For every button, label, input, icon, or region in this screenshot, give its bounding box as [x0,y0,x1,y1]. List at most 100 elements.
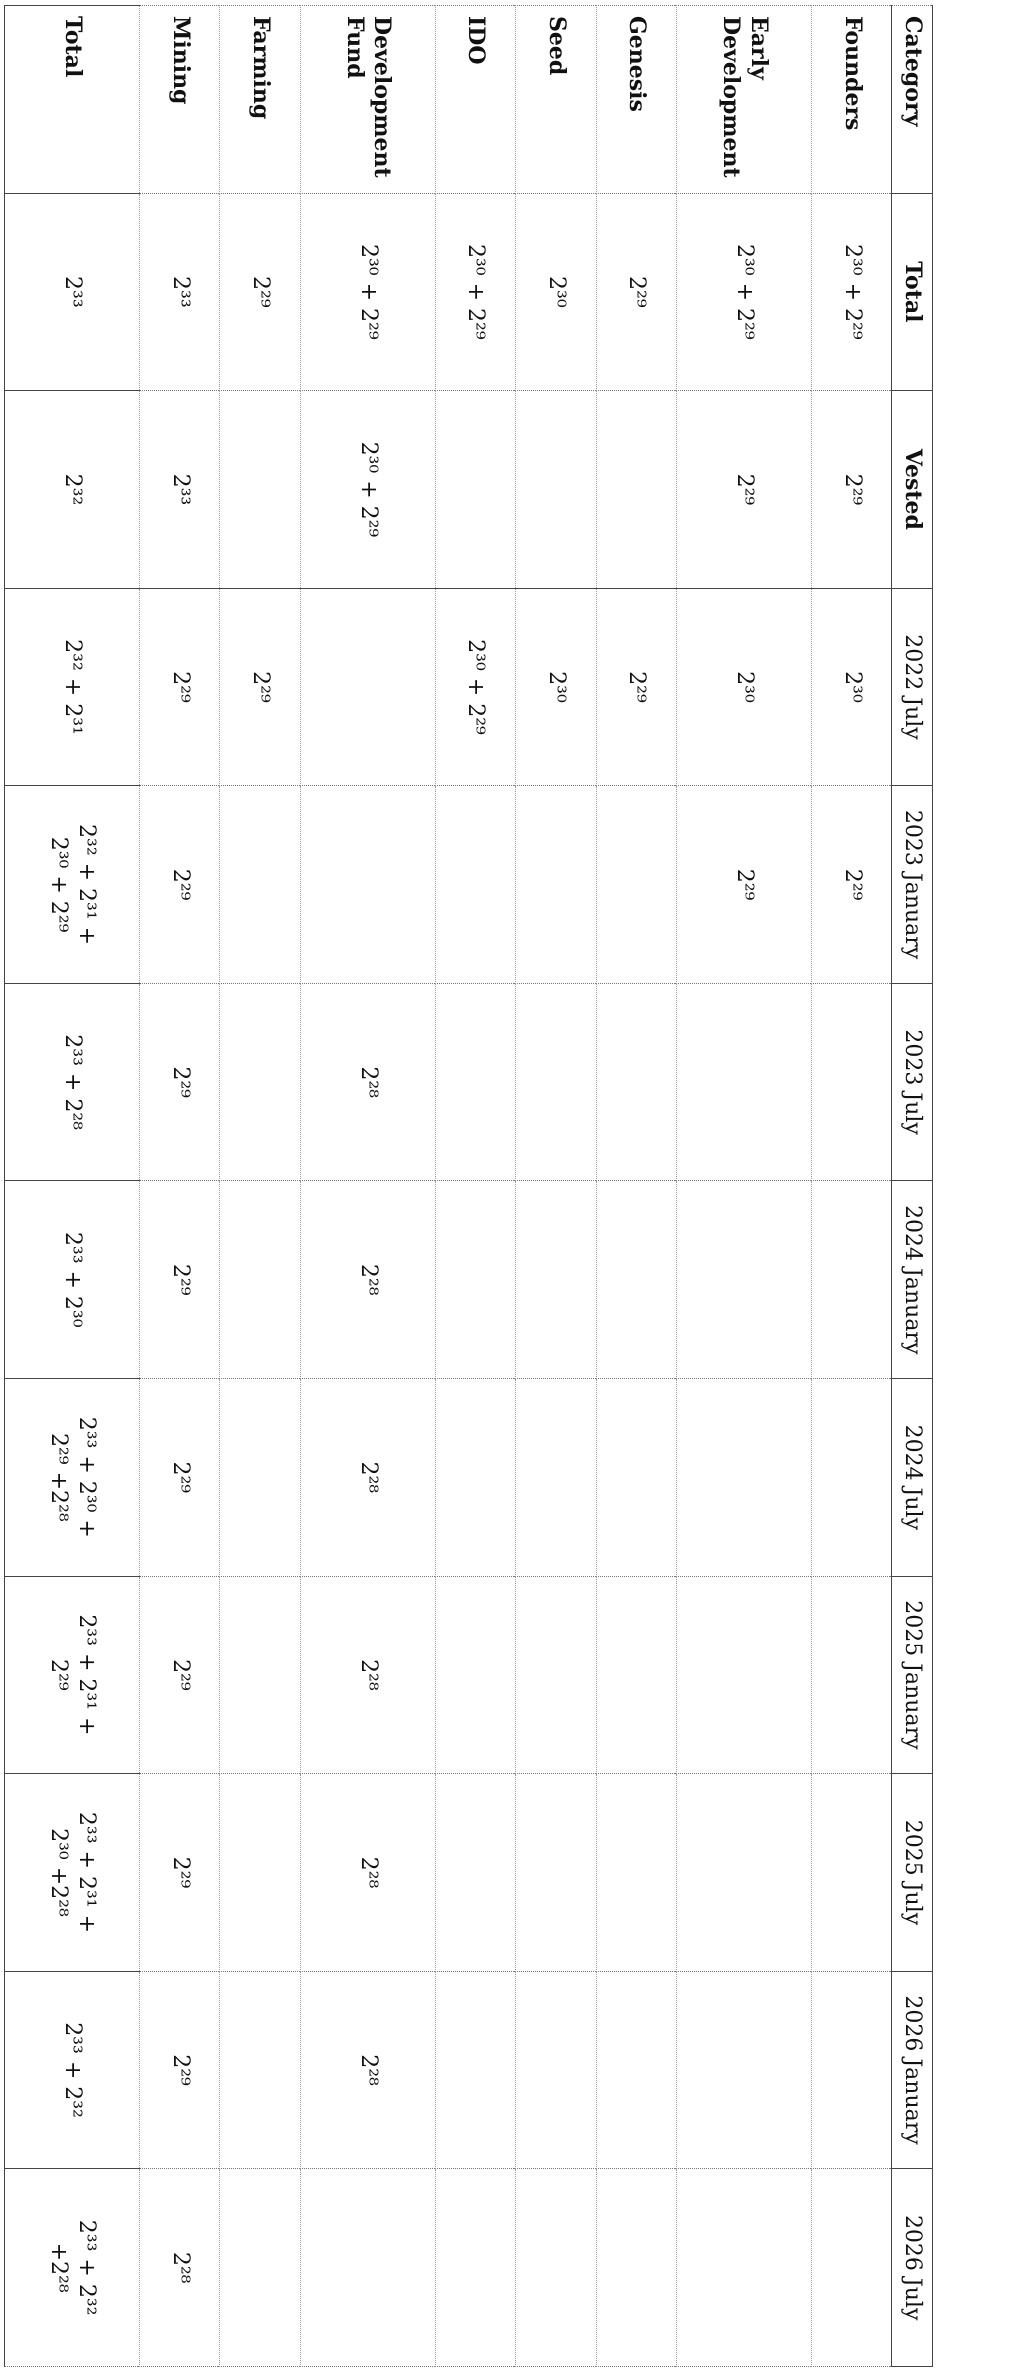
cell-value: 2³² + 2³¹ [59,639,85,735]
vesting-schedule-table: Category Total Vested 2022 July 2023 Jan… [4,5,933,2367]
cell-total: 2³⁰ + 2²⁹ [676,193,812,391]
cell-period [811,1971,892,2169]
cell-period [515,785,597,984]
cell-value: 2²⁹ [167,2054,193,2086]
cell-period [435,1180,516,1379]
cell-period [811,1773,892,1972]
cell-period: 2³² + 2³¹ + 2³⁰ + 2²⁹ [4,785,140,984]
cell-value: 2³⁰ + 2²⁹ [355,441,381,538]
table-row: Genesis 2²⁹ 2²⁹ [596,5,677,2367]
cell-period: 2²⁸ [300,1773,436,1972]
cell-total: 2³³ [139,193,220,391]
cell-period: 2²⁹ [596,588,677,786]
cell-period [300,2168,436,2367]
cell-period [435,983,516,1181]
cell-value: 2³³ + 2³⁰ + 2²⁹ +2²⁸ [46,1416,99,1538]
cell-value: 2³⁰ [839,671,865,703]
cell-period [515,1773,597,1972]
cell-vested: 2²⁹ [811,390,892,589]
cell-total: 2²⁹ [219,193,301,391]
cell-period [596,1576,677,1774]
cell-value: 2²⁹ [624,671,650,703]
row-category-label: Mining [139,5,220,194]
cell-period [219,1378,301,1577]
table-row: Founders 2³⁰ + 2²⁹ 2²⁹ 2³⁰ 2²⁹ [811,5,892,2367]
cell-period [515,983,597,1181]
cell-period [515,2168,597,2367]
table-row: IDO 2³⁰ + 2²⁹ 2³⁰ + 2²⁹ [435,5,516,2367]
cell-total: 2³³ [4,193,140,391]
cell-value: 2²⁸ [355,1263,381,1296]
cell-vested [435,390,516,589]
cell-value: 2²⁸ [355,1461,381,1494]
cell-period [596,1180,677,1379]
cell-value: 2³³ + 2³¹ + 2²⁹ [46,1614,99,1736]
cell-period [676,1180,812,1379]
cell-period [596,983,677,1181]
cell-period: 2³³ + 2²⁸ [4,983,140,1181]
column-header-period: 2023 January [892,785,933,984]
cell-period [676,2168,812,2367]
cell-period [515,1180,597,1379]
column-header-total: Total [892,193,933,391]
table-row: Farming 2²⁹ 2²⁹ [219,5,301,2367]
cell-value: 2²⁹ [731,868,757,901]
row-category-label: Founders [811,5,892,194]
cell-period: 2²⁹ [139,1971,220,2169]
cell-period [515,1971,597,2169]
column-header-vested: Vested [892,390,933,589]
table-row: Early Development 2³⁰ + 2²⁹ 2²⁹ 2³⁰ 2²⁹ [676,5,812,2367]
cell-period: 2²⁸ [139,2168,220,2367]
cell-value: 2³⁰ [731,671,757,703]
cell-period: 2²⁹ [139,983,220,1181]
cell-period: 2²⁸ [300,1576,436,1774]
column-header-period: 2024 July [892,1378,933,1577]
cell-value: 2³⁰ [543,276,569,308]
cell-period: 2³³ + 2³² +2²⁸ [4,2168,140,2367]
cell-period [219,785,301,984]
cell-value: 2²⁹ [247,276,273,308]
cell-period [676,1971,812,2169]
cell-period [219,1773,301,1972]
cell-period: 2²⁹ [139,1180,220,1379]
cell-value: 2²⁹ [167,1066,193,1098]
cell-value: 2³⁰ [543,671,569,703]
cell-value: 2²⁹ [839,868,865,901]
cell-period [219,1971,301,2169]
cell-period: 2³³ + 2³⁰ [4,1180,140,1379]
row-category-label: Farming [219,5,301,194]
cell-value: 2³² [59,473,85,506]
cell-value: 2³³ + 2²⁸ [59,1034,85,1130]
cell-total: 2³⁰ + 2²⁹ [300,193,436,391]
cell-period: 2³³ + 2³² [4,1971,140,2169]
cell-period [811,1576,892,1774]
cell-period: 2³² + 2³¹ [4,588,140,786]
row-category-label: Genesis [596,5,677,194]
cell-period [300,588,436,786]
cell-vested: 2²⁹ [676,390,812,589]
cell-value: 2²⁸ [355,2054,381,2086]
column-header-period: 2023 July [892,983,933,1181]
column-header-period: 2025 January [892,1576,933,1774]
cell-period [811,983,892,1181]
cell-vested: 2³² [4,390,140,589]
cell-period: 2³³ + 2³¹ + 2²⁹ [4,1576,140,1774]
cell-period: 2²⁹ [139,1773,220,1972]
cell-value: 2³⁰ + 2²⁹ [463,243,489,340]
cell-value: 2³³ [59,276,85,308]
cell-value: 2²⁹ [167,1659,193,1691]
cell-period [596,1971,677,2169]
cell-period [676,1378,812,1577]
cell-value: 2²⁸ [355,1066,381,1098]
cell-period: 2²⁹ [219,588,301,786]
row-category-label: IDO [435,5,516,194]
cell-value: 2²⁹ [247,671,273,703]
row-category-label: Development Fund [300,5,436,194]
cell-period [435,1971,516,2169]
cell-vested: 2³³ [139,390,220,589]
cell-value: 2²⁹ [167,671,193,703]
row-category-label: Seed [515,5,597,194]
cell-period: 2³³ + 2³⁰ + 2²⁹ +2²⁸ [4,1378,140,1577]
cell-period: 2²⁹ [811,785,892,984]
